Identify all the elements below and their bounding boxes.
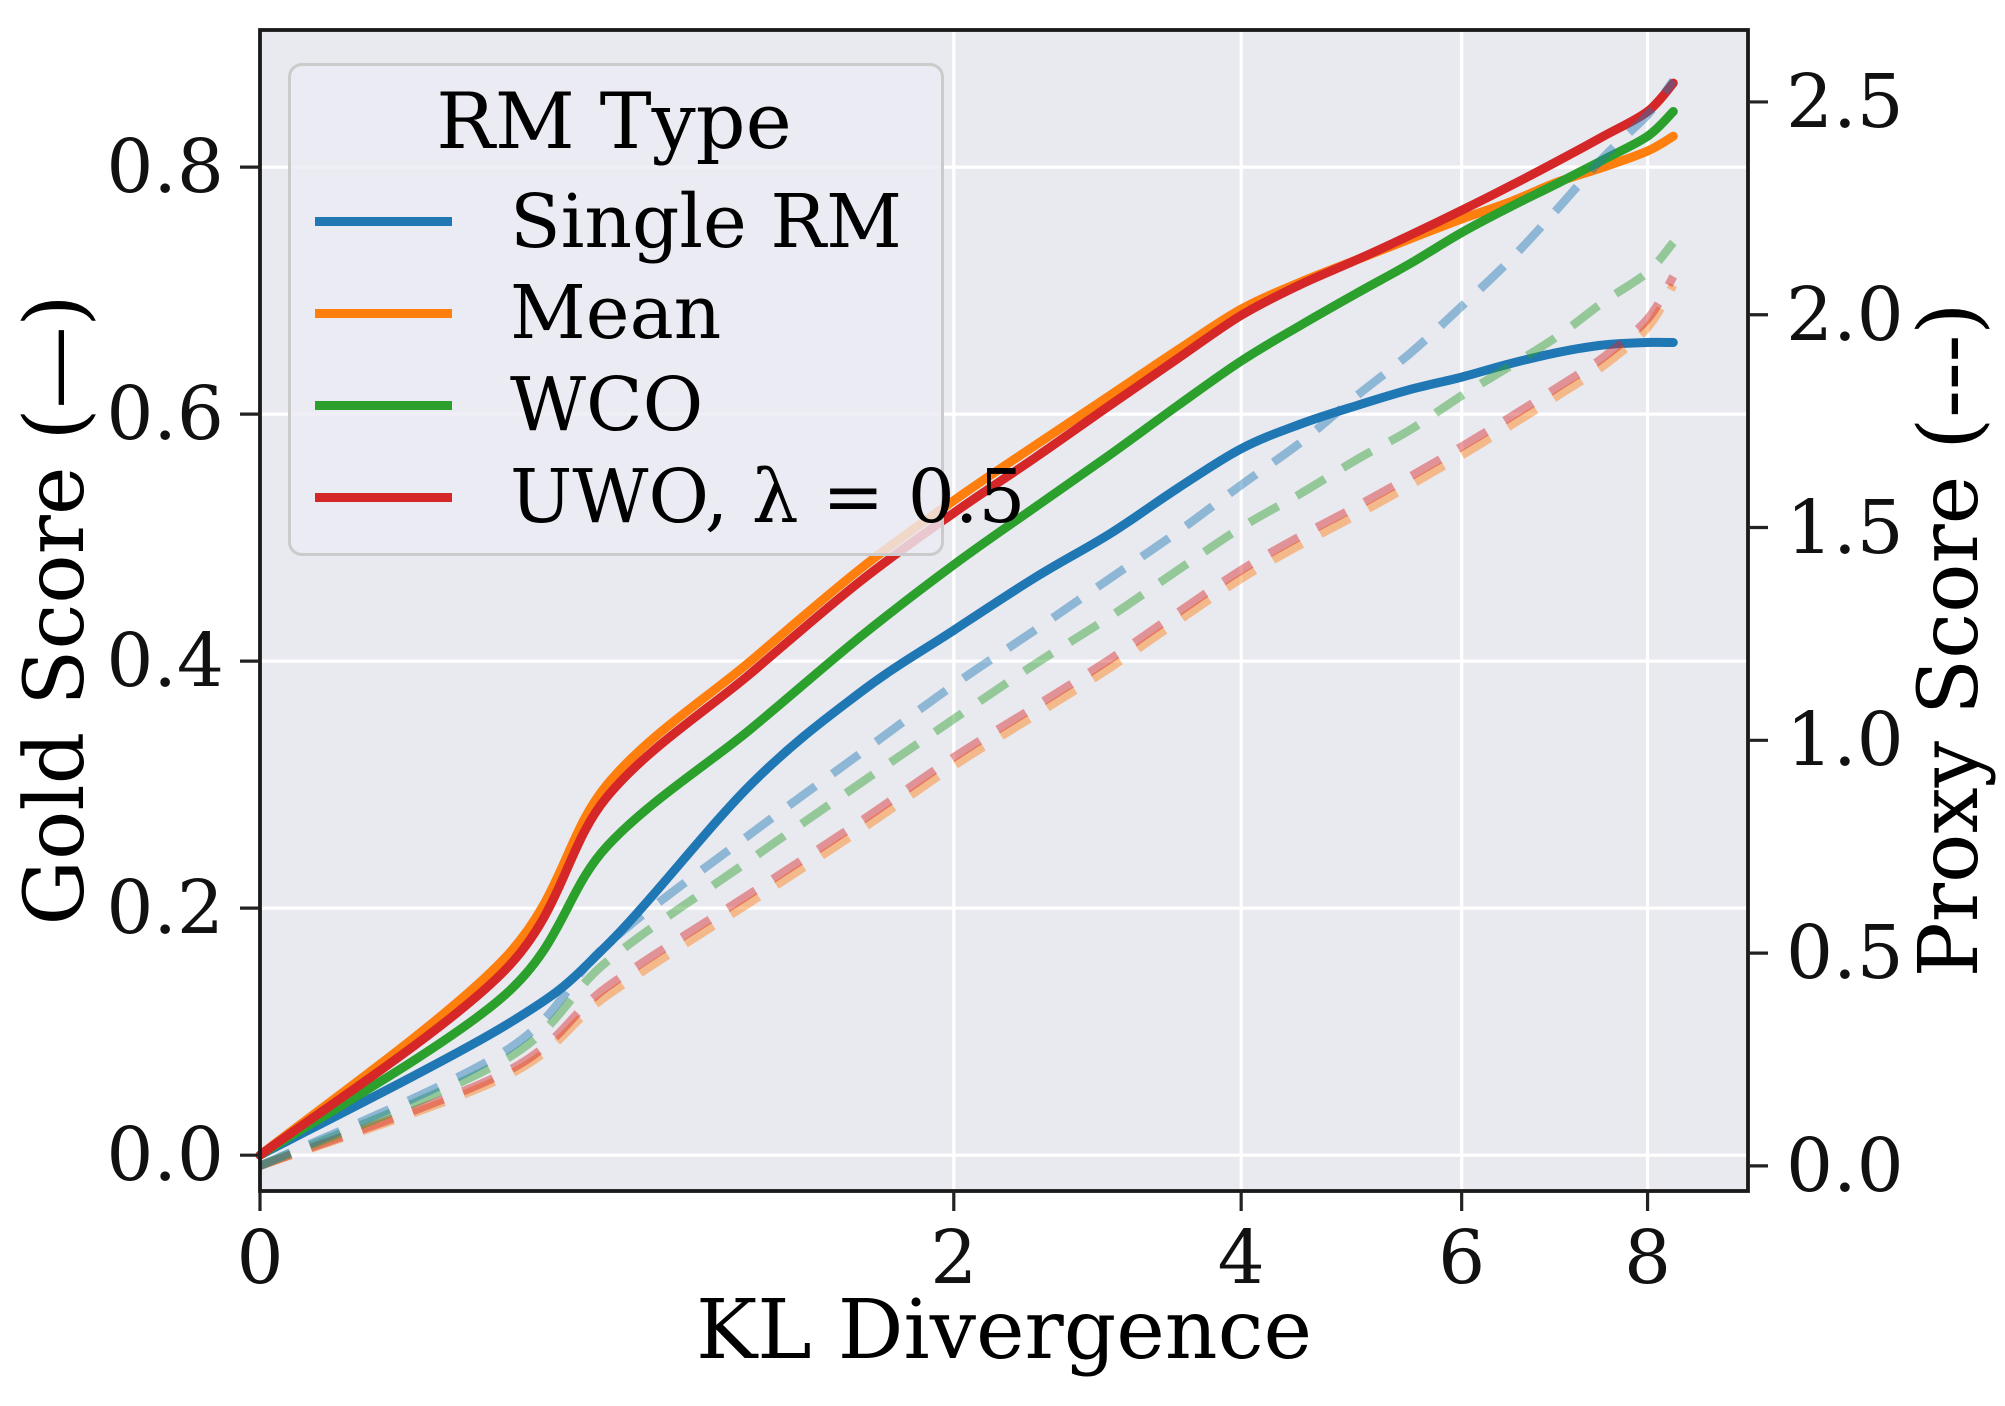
- y-right-tick-label: 0.0: [1786, 1122, 1904, 1209]
- y-right-tick-label: 1.5: [1786, 484, 1904, 571]
- legend-label: UWO, λ = 0.5: [510, 454, 1026, 541]
- legend-line-sample-green: [315, 400, 452, 410]
- y-left-tick-label: 0.2: [106, 865, 224, 952]
- legend-line-sample-blue: [315, 217, 452, 227]
- x-tick-label: 4: [1217, 1215, 1265, 1301]
- x-tick-label: 2: [930, 1215, 978, 1301]
- y-left-tick-label: 0.0: [106, 1112, 224, 1199]
- legend-label: WCO: [510, 362, 704, 449]
- legend-item-wco: WCO: [315, 359, 913, 451]
- legend-line-sample-red: [315, 492, 452, 502]
- y-left-tick-label: 0.8: [106, 124, 224, 211]
- y-left-tick-label: 0.6: [106, 371, 224, 458]
- legend-line-sample-orange: [315, 308, 452, 318]
- series-uwo-0-5-gold-line: [255, 78, 1678, 1160]
- legend-title: RM Type: [436, 77, 792, 167]
- axes-spines: [258, 28, 1750, 1193]
- series-uwo-0-5-proxy-line: [258, 274, 1677, 1170]
- y-right-tick-label: 0.5: [1786, 910, 1904, 997]
- series-single-rm-proxy-line: [258, 78, 1677, 1170]
- y-left-tick-label: 0.4: [106, 618, 224, 705]
- x-tick-label: 6: [1438, 1215, 1486, 1301]
- series-single-rm-gold-line: [255, 337, 1678, 1160]
- y-axis-label-left: Gold Score (—): [8, 294, 103, 926]
- legend-item-mean: Mean: [315, 268, 913, 360]
- series-mean-proxy-line: [258, 282, 1677, 1170]
- y-right-tick-label: 2.5: [1786, 58, 1904, 145]
- x-tick-label: 8: [1624, 1215, 1672, 1301]
- y-right-tick-label: 2.0: [1786, 271, 1904, 358]
- legend-item-single-rm: Single RM: [315, 176, 913, 268]
- legend: RM Type Single RM Mean WCO UWO, λ = 0.5: [288, 63, 1025, 556]
- legend-item-uwo: UWO, λ = 0.5: [315, 451, 1025, 543]
- series-wco-gold-line: [255, 107, 1678, 1160]
- legend-label: Single RM: [510, 178, 902, 265]
- x-axis-label: KL Divergence: [695, 1283, 1313, 1378]
- y-right-tick-label: 1.0: [1786, 697, 1904, 784]
- tick-marks: [240, 100, 1768, 1211]
- x-tick-label: 0: [236, 1215, 284, 1301]
- y-axis-label-right: Proxy Score (---): [1902, 302, 1997, 978]
- series-wco-proxy-line: [258, 239, 1677, 1170]
- legend-label: Mean: [510, 270, 722, 357]
